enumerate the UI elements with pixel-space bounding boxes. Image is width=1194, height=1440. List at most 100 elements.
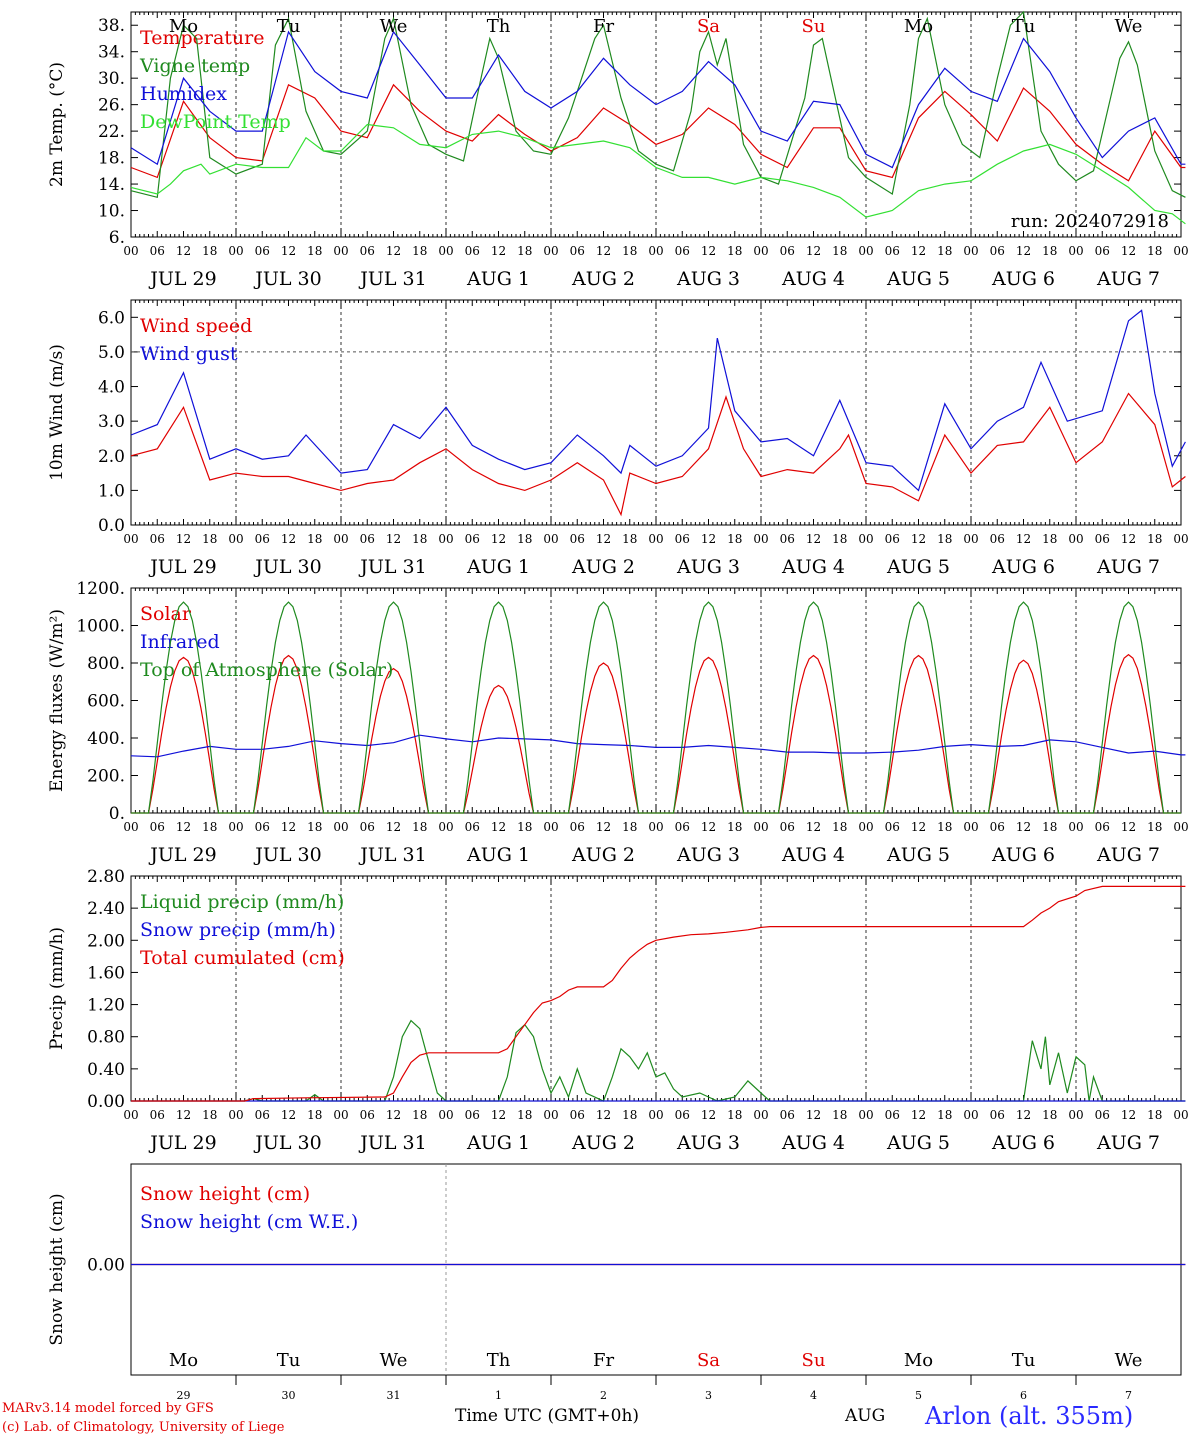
day-number-label: 1 [495,1389,502,1402]
hour-tick-label: 18 [412,244,427,258]
hour-tick-label: 12 [386,1108,401,1122]
hour-tick-label: 18 [1147,244,1162,258]
hour-tick-label: 06 [150,532,165,546]
hour-tick-label: 12 [176,244,191,258]
hour-tick-label: 06 [780,532,795,546]
hour-tick-label: 00 [1173,1108,1188,1122]
hour-tick-label: 00 [228,244,243,258]
hour-tick-label: 18 [202,1108,217,1122]
hour-tick-label: 18 [1147,1108,1162,1122]
hour-tick-label: 18 [307,1108,322,1122]
hour-tick-label: 06 [360,532,375,546]
hour-tick-label: 18 [517,1108,532,1122]
y-tick-label: 4.0 [98,378,125,398]
hour-tick-label: 00 [648,532,663,546]
hour-tick-label: 06 [675,532,690,546]
day-number-label: 30 [282,1389,296,1402]
legend-entry: Temperature [140,27,264,49]
hour-tick-label: 00 [648,820,663,834]
legend-entry: Vigne temp [139,55,250,77]
hour-tick-label: 12 [596,244,611,258]
hour-tick-label: 18 [937,532,952,546]
hour-tick-label: 06 [885,820,900,834]
hour-tick-label: 00 [858,532,873,546]
hour-tick-label: 00 [333,820,348,834]
hour-tick-label: 06 [150,820,165,834]
hour-tick-label: 18 [1147,532,1162,546]
hour-tick-label: 12 [491,1108,506,1122]
hour-tick-label: 00 [228,820,243,834]
location-title: Arlon (alt. 355m) [925,1402,1134,1430]
day-number-label: 3 [705,1389,712,1402]
y-tick-label: 600. [87,692,125,712]
hour-tick-label: 12 [281,820,296,834]
hour-tick-label: 18 [412,820,427,834]
y-tick-label: 0.00 [87,1256,125,1276]
hour-tick-label: 00 [543,1108,558,1122]
hour-tick-label: 00 [123,244,138,258]
legend-entry: Snow height (cm) [140,1183,310,1205]
hour-tick-label: 00 [963,244,978,258]
hour-tick-label: 00 [543,244,558,258]
hour-tick-label: 18 [727,820,742,834]
hour-tick-label: 06 [255,532,270,546]
hour-tick-label: 12 [281,1108,296,1122]
hour-tick-label: 06 [990,820,1005,834]
hour-tick-label: 12 [176,1108,191,1122]
day-label: AUG 5 [886,556,950,578]
day-number-label: 7 [1125,1389,1132,1402]
weekday-label: Su [802,1350,826,1371]
hour-tick-label: 18 [937,1108,952,1122]
y-tick-label: 38. [98,16,125,36]
y-tick-label: 18. [98,149,125,169]
series-line-wind-speed [130,392,1186,517]
hour-tick-label: 00 [648,244,663,258]
hour-tick-label: 00 [543,532,558,546]
hour-tick-label: 12 [491,532,506,546]
hour-tick-label: 12 [1121,532,1136,546]
hour-tick-label: 12 [1016,820,1031,834]
hour-tick-label: 00 [753,820,768,834]
y-tick-label: 1.60 [87,963,125,983]
y-tick-label: 0.0 [98,516,125,536]
y-axis-label: 2m Temp. (°C) [47,62,67,187]
hour-tick-label: 00 [123,532,138,546]
day-label: AUG 1 [466,268,530,290]
weekday-label: Sa [697,16,720,37]
hour-tick-label: 12 [1016,532,1031,546]
hour-tick-label: 00 [333,244,348,258]
hour-tick-label: 00 [1173,532,1188,546]
hour-tick-label: 18 [307,532,322,546]
legend-entry: Snow precip (mm/h) [140,919,336,941]
hour-tick-label: 06 [1095,532,1110,546]
hour-tick-label: 06 [465,1108,480,1122]
day-label: JUL 29 [148,268,216,290]
hour-tick-label: 18 [1042,1108,1057,1122]
day-label: JUL 29 [148,1132,216,1154]
hour-tick-label: 06 [675,820,690,834]
hour-tick-label: 12 [491,244,506,258]
hour-tick-label: 00 [543,820,558,834]
legend-entry: Humidex [140,83,227,105]
series-line-total-cumulated-cm- [131,885,1186,1102]
hour-tick-label: 06 [465,820,480,834]
hour-tick-label: 12 [1121,1108,1136,1122]
hour-tick-label: 12 [911,532,926,546]
hour-tick-label: 18 [517,244,532,258]
hour-tick-label: 00 [228,1108,243,1122]
weekday-label: Tu [277,1350,301,1371]
hour-tick-label: 06 [465,532,480,546]
day-label: AUG 7 [1096,844,1160,866]
legend-entry: Snow height (cm W.E.) [140,1211,358,1233]
weekday-label: Mo [169,16,198,37]
weekday-label: Mo [169,1350,198,1371]
y-tick-label: 2.0 [98,447,125,467]
hour-tick-label: 18 [1042,532,1057,546]
hour-tick-label: 00 [963,820,978,834]
y-tick-label: 10. [98,202,125,222]
hour-tick-label: 12 [596,532,611,546]
day-label: AUG 2 [571,268,635,290]
legend-entry: Wind gust [140,343,238,365]
hour-tick-label: 06 [1095,1108,1110,1122]
day-label: AUG 6 [991,556,1055,578]
